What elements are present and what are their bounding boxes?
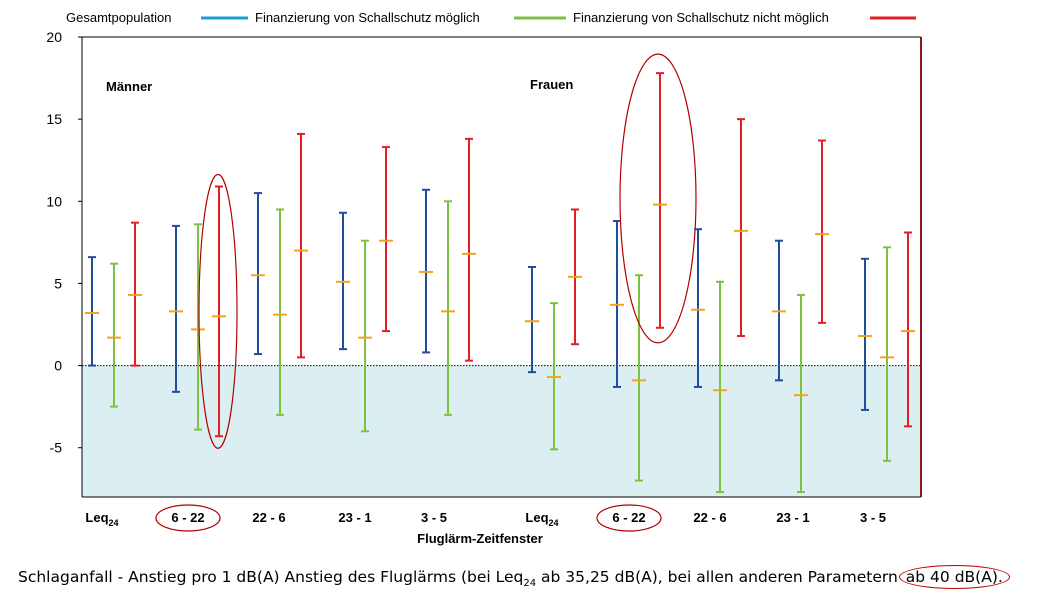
y-tick-label: 10 xyxy=(46,193,62,209)
category-label: 23 - 1 xyxy=(776,510,809,525)
caption: Schlaganfall - Anstieg pro 1 dB(A) Ansti… xyxy=(18,565,1010,590)
errorbar-schallschutz-nicht-moeglich xyxy=(294,132,308,359)
x-axis-label: Fluglärm-Zeitfenster xyxy=(417,531,543,546)
errorbar-schallschutz-moeglich xyxy=(191,223,205,431)
errorbar-schallschutz-nicht-moeglich xyxy=(379,146,393,333)
legend-label: Finanzierung von Schallschutz nicht mögl… xyxy=(573,10,829,25)
category-label: 22 - 6 xyxy=(252,510,285,525)
errorbar-schallschutz-moeglich xyxy=(107,262,121,408)
errorbar-gesamtpopulation xyxy=(610,220,624,388)
category-label: Leq24 xyxy=(85,510,118,528)
legend-label: Finanzierung von Schallschutz möglich xyxy=(255,10,480,25)
errorbar-schallschutz-nicht-moeglich xyxy=(128,221,142,367)
errorbar-gesamtpopulation xyxy=(691,228,705,388)
category-label: 3 - 5 xyxy=(421,510,447,525)
errorbar-gesamtpopulation xyxy=(169,224,183,393)
errorbar-schallschutz-nicht-moeglich xyxy=(462,137,476,362)
category-label-sub: 24 xyxy=(109,518,119,528)
category-label: 23 - 1 xyxy=(338,510,371,525)
category-highlight-ellipse xyxy=(155,504,221,532)
y-tick-label: 20 xyxy=(46,29,62,45)
category-label: 6 - 22 xyxy=(612,510,645,525)
category-label: 22 - 6 xyxy=(693,510,726,525)
category-label: 3 - 5 xyxy=(860,510,886,525)
caption-circled: ab 40 dB(A). xyxy=(898,565,1010,589)
errorbar-schallschutz-moeglich xyxy=(632,274,646,482)
errorbar-schallschutz-moeglich xyxy=(273,208,287,416)
errorbar-schallschutz-nicht-moeglich xyxy=(568,208,582,346)
group-label: Männer xyxy=(106,79,152,94)
caption-sub: 24 xyxy=(523,578,537,590)
errorbar-gesamtpopulation xyxy=(251,192,265,356)
errorbar-schallschutz-moeglich xyxy=(547,302,561,451)
errorbar-schallschutz-nicht-moeglich xyxy=(815,139,829,324)
errorbar-gesamtpopulation xyxy=(336,211,350,351)
error-bar-chart: 20 15 10 5 0 -5 Gesamtpopulation Finanzierung v… xyxy=(46,10,922,546)
y-tick-label: 0 xyxy=(54,358,62,374)
errorbar-gesamtpopulation xyxy=(525,266,539,374)
category-highlight-ellipse xyxy=(596,504,662,532)
errorbar-gesamtpopulation xyxy=(772,239,786,382)
errorbar-schallschutz-nicht-moeglich xyxy=(734,118,748,337)
errorbar-schallschutz-nicht-moeglich xyxy=(901,231,915,428)
caption-middle: ab 35,25 dB(A), bei allen anderen Parame… xyxy=(536,568,903,586)
category-label-sub: 24 xyxy=(549,518,559,528)
errorbar-schallschutz-moeglich xyxy=(713,280,727,494)
errorbar-schallschutz-nicht-moeglich xyxy=(653,72,667,329)
errorbar-schallschutz-moeglich xyxy=(880,246,894,462)
caption-prefix: Schlaganfall - Anstieg pro 1 dB(A) Ansti… xyxy=(18,568,524,586)
category-label: Leq24 xyxy=(525,510,558,528)
errorbar-schallschutz-nicht-moeglich xyxy=(212,185,226,438)
group-label: Frauen xyxy=(530,77,573,92)
bar-highlight-ellipse xyxy=(198,173,238,449)
errorbar-gesamtpopulation xyxy=(85,256,99,367)
category-label: 6 - 22 xyxy=(171,510,204,525)
y-tick-label: 15 xyxy=(46,111,62,127)
errorbar-schallschutz-moeglich xyxy=(794,293,808,494)
errorbar-gesamtpopulation xyxy=(858,257,872,411)
bar-highlight-ellipse xyxy=(619,53,697,344)
negative-region xyxy=(82,365,921,497)
errorbar-schallschutz-moeglich xyxy=(358,239,372,433)
errorbar-gesamtpopulation xyxy=(419,188,433,354)
y-tick-label: -5 xyxy=(50,440,63,456)
y-tick-label: 5 xyxy=(54,275,62,291)
errorbar-schallschutz-moeglich xyxy=(441,200,455,416)
legend-label: Gesamtpopulation xyxy=(66,10,172,25)
